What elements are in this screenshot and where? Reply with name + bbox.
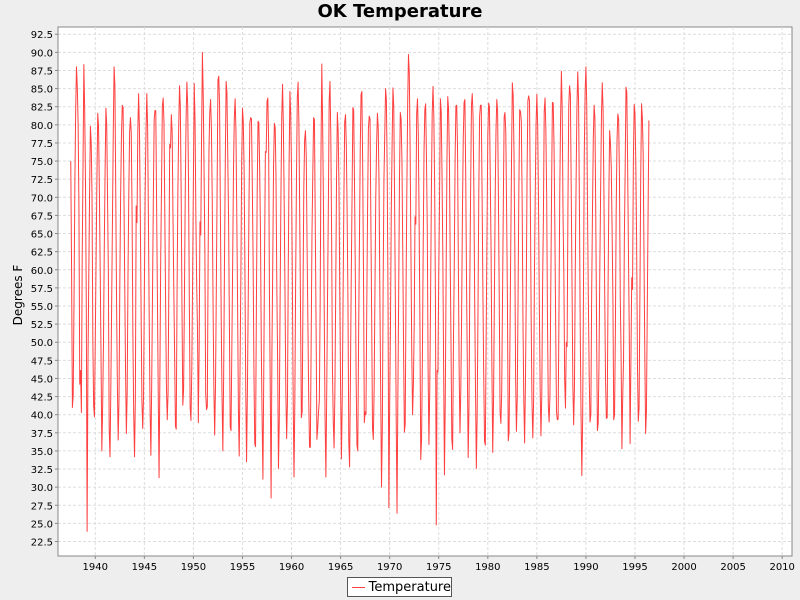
y-tick-label: 47.5 — [31, 356, 53, 367]
y-tick-label: 25.0 — [31, 519, 53, 530]
y-tick-label: 32.5 — [31, 465, 53, 476]
x-tick-label: 2000 — [671, 562, 696, 573]
y-tick-label: 37.5 — [31, 429, 53, 440]
x-tick-label: 1970 — [377, 562, 402, 573]
y-tick-label: 50.0 — [31, 338, 53, 349]
y-tick-label: 55.0 — [31, 302, 53, 313]
y-tick-label: 65.0 — [31, 230, 53, 241]
x-tick-label: 1965 — [328, 562, 353, 573]
series-line-temperature — [70, 51, 650, 532]
y-tick-label: 40.0 — [31, 411, 53, 422]
y-axis-label: Degrees F — [11, 265, 25, 326]
x-ticks: 1940 1945 1950 1955 1960 1965 1970 1975 1980 1985… — [83, 556, 795, 573]
y-tick-label: 77.5 — [31, 139, 53, 150]
series-layer — [70, 51, 650, 532]
y-tick-label: 60.0 — [31, 266, 53, 277]
x-tick-label: 2010 — [769, 562, 794, 573]
y-tick-label: 87.5 — [31, 66, 53, 77]
legend-swatch — [352, 586, 365, 588]
legend-label: Temperature — [368, 579, 451, 595]
x-tick-label: 1950 — [181, 562, 206, 573]
x-tick-label: 1940 — [83, 562, 108, 573]
y-tick-label: 70.0 — [31, 193, 53, 204]
x-tick-label: 1995 — [622, 562, 647, 573]
axes — [57, 27, 792, 557]
y-tick-label: 22.5 — [31, 538, 53, 549]
grid — [58, 27, 792, 556]
y-tick-label: 80.0 — [31, 121, 53, 132]
y-tick-label: 35.0 — [31, 447, 53, 458]
x-tick-label: 1945 — [132, 562, 157, 573]
y-tick-label: 42.5 — [31, 393, 53, 404]
y-tick-label: 45.0 — [31, 374, 53, 385]
y-tick-label: 75.0 — [31, 157, 53, 168]
y-tick-label: 52.5 — [31, 320, 53, 331]
y-tick-label: 57.5 — [31, 284, 53, 295]
x-tick-label: 1960 — [279, 562, 304, 573]
x-tick-label: 2005 — [720, 562, 745, 573]
x-tick-label: 1990 — [573, 562, 598, 573]
y-tick-label: 92.5 — [31, 30, 53, 41]
y-tick-label: 82.5 — [31, 103, 53, 114]
y-tick-label: 27.5 — [31, 501, 53, 512]
x-tick-label: 1975 — [426, 562, 451, 573]
y-tick-label: 62.5 — [31, 248, 53, 259]
y-tick-label: 85.0 — [31, 85, 53, 96]
chart-title: OK Temperature — [317, 1, 483, 22]
legend: Temperature — [347, 577, 452, 597]
y-ticks: 22.5 25.0 27.5 30.0 32.5 35.0 37.5 40.0 42.5 45.0… — [31, 30, 58, 549]
x-tick-label: 1980 — [475, 562, 500, 573]
y-tick-label: 67.5 — [31, 211, 53, 222]
y-tick-label: 72.5 — [31, 175, 53, 186]
x-tick-label: 1985 — [524, 562, 549, 573]
y-tick-label: 90.0 — [31, 48, 53, 59]
x-tick-label: 1955 — [230, 562, 255, 573]
y-tick-label: 30.0 — [31, 483, 53, 494]
